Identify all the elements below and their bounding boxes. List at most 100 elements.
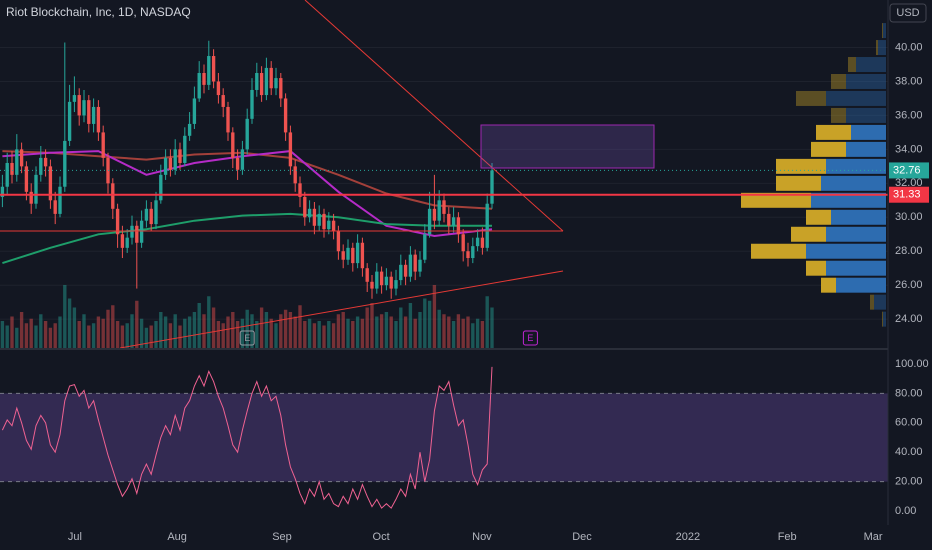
volume-bar (480, 321, 485, 348)
candle-body (91, 106, 96, 124)
volume-bar (413, 318, 417, 348)
volume-bar (259, 307, 264, 348)
candle-body (255, 72, 259, 90)
price-line-label: 31.33 (893, 189, 921, 201)
volume-bar (442, 314, 446, 348)
profile-up (791, 226, 826, 242)
volume-bar (327, 321, 331, 348)
candle-body (144, 208, 149, 221)
candle-body (24, 166, 29, 192)
volume-bar (72, 307, 77, 348)
profile-down (874, 294, 886, 310)
candle-body (403, 264, 408, 277)
volume-bar (173, 314, 177, 348)
candle-body (82, 100, 86, 116)
candle-body (67, 101, 72, 141)
volume-bar (207, 296, 211, 348)
volume-bar (437, 309, 441, 348)
profile-up (776, 158, 826, 174)
candle-body (427, 208, 432, 235)
candle-body (466, 251, 470, 259)
candle-body (125, 237, 129, 248)
volume-bar (211, 307, 216, 348)
candle-body (5, 162, 9, 187)
volume-bar (43, 321, 48, 348)
candle-body (250, 89, 254, 119)
candle-body (264, 67, 269, 96)
volume-bar (307, 318, 312, 348)
y-tick-label: 80.00 (895, 387, 923, 399)
candle-body (77, 95, 81, 116)
candle-body (0, 186, 5, 197)
volume-bar (77, 321, 81, 348)
currency[interactable]: USD (896, 7, 919, 19)
rsi-band (0, 393, 888, 482)
x-tick-label: Nov (472, 531, 492, 543)
candle-body (87, 100, 91, 124)
candle-body (418, 259, 422, 272)
volume-bar (355, 316, 360, 348)
trendline (304, 0, 564, 232)
volume-bar (91, 323, 96, 348)
y-tick-label: 30.00 (895, 211, 923, 223)
profile-down (836, 277, 886, 293)
x-tick-label: 2022 (676, 531, 700, 543)
volume-bar (485, 296, 489, 348)
candle-body (379, 271, 384, 286)
candle-body (490, 170, 494, 204)
volume-bar (283, 309, 288, 348)
volume-bar (351, 321, 355, 348)
volume-bar (29, 318, 33, 348)
profile-up (876, 40, 878, 56)
profile-up (882, 23, 883, 39)
candle-body (207, 56, 211, 85)
volume-bar (279, 314, 283, 348)
profile-down (821, 175, 886, 191)
x-tick-label: Sep (272, 531, 292, 543)
y-tick-label: 32.00 (895, 177, 923, 189)
y-tick-label: 28.00 (895, 245, 923, 257)
volume-bar (235, 321, 240, 348)
candle-body (173, 149, 177, 170)
candle-body (312, 208, 317, 226)
candle-body (231, 132, 235, 158)
volume-bar (163, 316, 168, 348)
volume-bar (226, 316, 230, 348)
volume-bar (48, 327, 53, 348)
candle-body (351, 247, 355, 264)
candle-body (163, 157, 168, 175)
volume-bar (120, 325, 125, 348)
candle-body (346, 247, 350, 260)
profile-up (816, 124, 851, 140)
candle-body (168, 157, 173, 170)
volume-bar (331, 323, 336, 348)
moving-average (2, 212, 492, 265)
profile-up (811, 141, 846, 157)
volume-bar (111, 305, 115, 348)
volume-bar (288, 312, 293, 348)
x-tick-label: Mar (864, 531, 883, 543)
profile-up (751, 243, 806, 259)
profile-down (856, 57, 886, 72)
trendline (119, 270, 564, 349)
candle-body (442, 200, 446, 214)
volume-bar (115, 321, 120, 348)
volume-bar (202, 314, 206, 348)
candle-body (245, 118, 249, 150)
candle-body (58, 186, 62, 214)
volume-bar (130, 314, 134, 348)
volume-bar (87, 325, 91, 348)
candle-body (437, 200, 441, 221)
profile-down (826, 226, 886, 242)
volume-bar (384, 312, 389, 348)
currency-box[interactable] (889, 3, 927, 23)
candle-body (341, 251, 345, 260)
volume-bar (154, 321, 158, 348)
y-tick-label: 40.00 (895, 446, 923, 458)
y-tick-label: 20.00 (895, 476, 923, 488)
y-tick-label: 24.00 (895, 313, 923, 325)
volume-bar (322, 325, 326, 348)
y-tick-label: 100.00 (895, 358, 929, 370)
